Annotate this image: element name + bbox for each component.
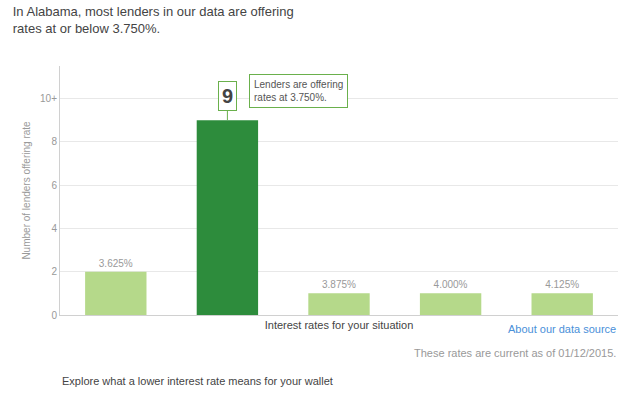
svg-text:0: 0 — [51, 310, 57, 321]
svg-text:4.000%: 4.000% — [434, 279, 468, 290]
svg-text:Interest rates for your situat: Interest rates for your situation — [265, 319, 414, 331]
svg-text:3.875%: 3.875% — [322, 279, 356, 290]
svg-text:8: 8 — [51, 136, 57, 147]
svg-text:2: 2 — [51, 266, 57, 277]
svg-text:3.625%: 3.625% — [99, 258, 133, 269]
svg-text:9: 9 — [222, 85, 233, 107]
svg-text:10+: 10+ — [40, 93, 57, 104]
svg-text:These rates are current as of: These rates are current as of 01/12/2015… — [414, 347, 616, 359]
svg-text:Number of lenders offering rat: Number of lenders offering rate — [21, 121, 32, 260]
svg-text:About our data source: About our data source — [508, 323, 616, 335]
svg-text:6: 6 — [51, 180, 57, 191]
svg-text:4: 4 — [51, 223, 57, 234]
svg-text:Explore what a lower interest: Explore what a lower interest rate means… — [62, 375, 333, 387]
svg-text:4.125%: 4.125% — [545, 279, 579, 290]
svg-text:In Alabama, most lenders in ou: In Alabama, most lenders in our data are… — [13, 4, 294, 36]
svg-text:Lenders are offeringrates at 3: Lenders are offeringrates at 3.750%. — [254, 79, 343, 103]
